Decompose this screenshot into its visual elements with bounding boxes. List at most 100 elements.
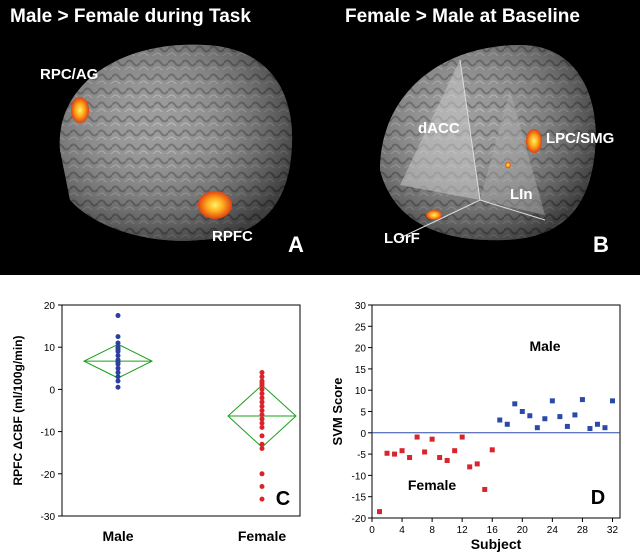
y-axis-label: SVM Score [330, 378, 345, 446]
data-point-male [504, 421, 510, 427]
data-point-male [534, 425, 540, 431]
y-axis-label: RPFC ΔCBF (ml/100g/min) [11, 336, 25, 486]
data-point-female [259, 412, 265, 418]
data-point-male [115, 361, 121, 367]
data-point-female [259, 416, 265, 422]
data-point-female [467, 464, 473, 470]
data-point-male [115, 374, 121, 380]
region-label-dacc: dACC [418, 120, 460, 137]
data-point-female [414, 434, 420, 440]
activation-lpc-smg [526, 129, 542, 153]
activation-rpc-ag [71, 97, 89, 123]
data-point-male [115, 348, 121, 354]
panel-letter-b: B [593, 232, 609, 257]
data-point-female [489, 447, 495, 453]
x-tick-label: 12 [457, 525, 469, 536]
region-label-lorf: LOrF [384, 230, 420, 247]
data-point-female [259, 391, 265, 397]
data-point-male [602, 425, 608, 431]
y-tick-label: 10 [355, 386, 367, 397]
data-point-female [422, 449, 428, 455]
data-point-female [437, 455, 443, 461]
x-tick-label: 28 [577, 525, 589, 536]
brain-b [380, 45, 596, 241]
data-point-male [594, 421, 600, 427]
data-point-male [527, 413, 533, 419]
data-point-male [497, 417, 503, 423]
data-point-female [259, 395, 265, 401]
data-point-female [452, 448, 458, 454]
charts-panel: -30 -20 -10 0 10 20 Male Female RPFC ΔCBF (ml/10… [0, 275, 640, 553]
data-point-female [259, 445, 265, 451]
x-tick-label: 24 [547, 525, 559, 536]
panel-letter-c: C [276, 488, 290, 510]
region-label-rpc-ag: RPC/AG [40, 66, 99, 83]
panel-b-title: Female > Male at Baseline [345, 6, 580, 27]
y-tick-label: -15 [352, 493, 367, 504]
data-point-male [519, 409, 525, 414]
chart-c: -30 -20 -10 0 10 20 Male Female RPFC ΔCBF (ml/10… [11, 301, 301, 544]
brain-images-panel: Male > Female during Task Female > Male … [0, 0, 640, 275]
data-point-female [259, 471, 265, 477]
data-point-male [115, 370, 121, 376]
data-point-female [377, 509, 383, 515]
data-point-female [259, 408, 265, 413]
y-tick-label: 20 [44, 301, 56, 312]
x-tick-label: 16 [487, 525, 499, 536]
data-point-male [609, 398, 615, 404]
y-tick-label: 10 [44, 343, 56, 354]
panel-letter-d: D [591, 487, 605, 509]
data-point-female [444, 457, 450, 463]
x-tick-label: 4 [399, 525, 405, 536]
data-point-male [115, 365, 121, 371]
x-tick-label: 0 [369, 525, 375, 536]
x-category-label: Female [238, 528, 286, 544]
data-point-male [579, 397, 585, 403]
data-point-male [572, 412, 578, 418]
data-point-male [115, 340, 121, 346]
x-category-label: Male [102, 528, 133, 544]
data-point-female [259, 403, 265, 409]
data-point-male [115, 353, 121, 359]
panel-a-title: Male > Female during Task [10, 6, 251, 27]
x-tick-label: 20 [517, 525, 529, 536]
y-tick-label: 20 [355, 344, 367, 355]
data-point-female [259, 483, 265, 489]
region-label-lin: LIn [510, 186, 533, 203]
data-point-female [459, 434, 465, 440]
y-tick-label: -10 [352, 471, 367, 482]
data-point-female [259, 386, 265, 392]
activation-rpfc [198, 191, 232, 219]
data-point-male [115, 313, 121, 319]
y-tick-label: 15 [355, 365, 367, 376]
data-point-male [115, 334, 121, 340]
data-point-male [587, 426, 593, 432]
y-tick-label: -5 [357, 450, 366, 461]
data-point-female [259, 420, 265, 426]
data-point-female [259, 399, 265, 405]
data-point-female [407, 455, 413, 461]
brain-a [59, 44, 293, 241]
data-point-female [259, 424, 265, 430]
x-tick-label: 8 [429, 525, 435, 536]
activation-lin [505, 162, 511, 168]
x-axis-label: Subject [471, 536, 522, 552]
plot-frame [61, 304, 301, 517]
y-tick-label: 0 [360, 429, 366, 440]
y-tick-label: 0 [49, 385, 55, 396]
y-tick-label: 25 [355, 322, 367, 333]
y-tick-label: -20 [41, 470, 56, 481]
data-point-female [482, 486, 488, 492]
data-point-male [542, 416, 548, 422]
data-point-male [557, 414, 563, 420]
data-point-male [115, 378, 121, 384]
y-tick-label: -10 [41, 428, 56, 439]
data-point-female [259, 433, 265, 439]
y-tick-label: -20 [352, 514, 367, 525]
data-point-male [549, 398, 555, 404]
data-point-male [512, 401, 518, 407]
data-point-female [392, 451, 398, 457]
chart-d: -20 -15 -10 -5 0 5 10 15 20 25 30 0 4 8 12 16 20 24 28 32 Su… [330, 301, 621, 552]
data-point-female [259, 441, 265, 447]
data-point-female [429, 436, 435, 442]
